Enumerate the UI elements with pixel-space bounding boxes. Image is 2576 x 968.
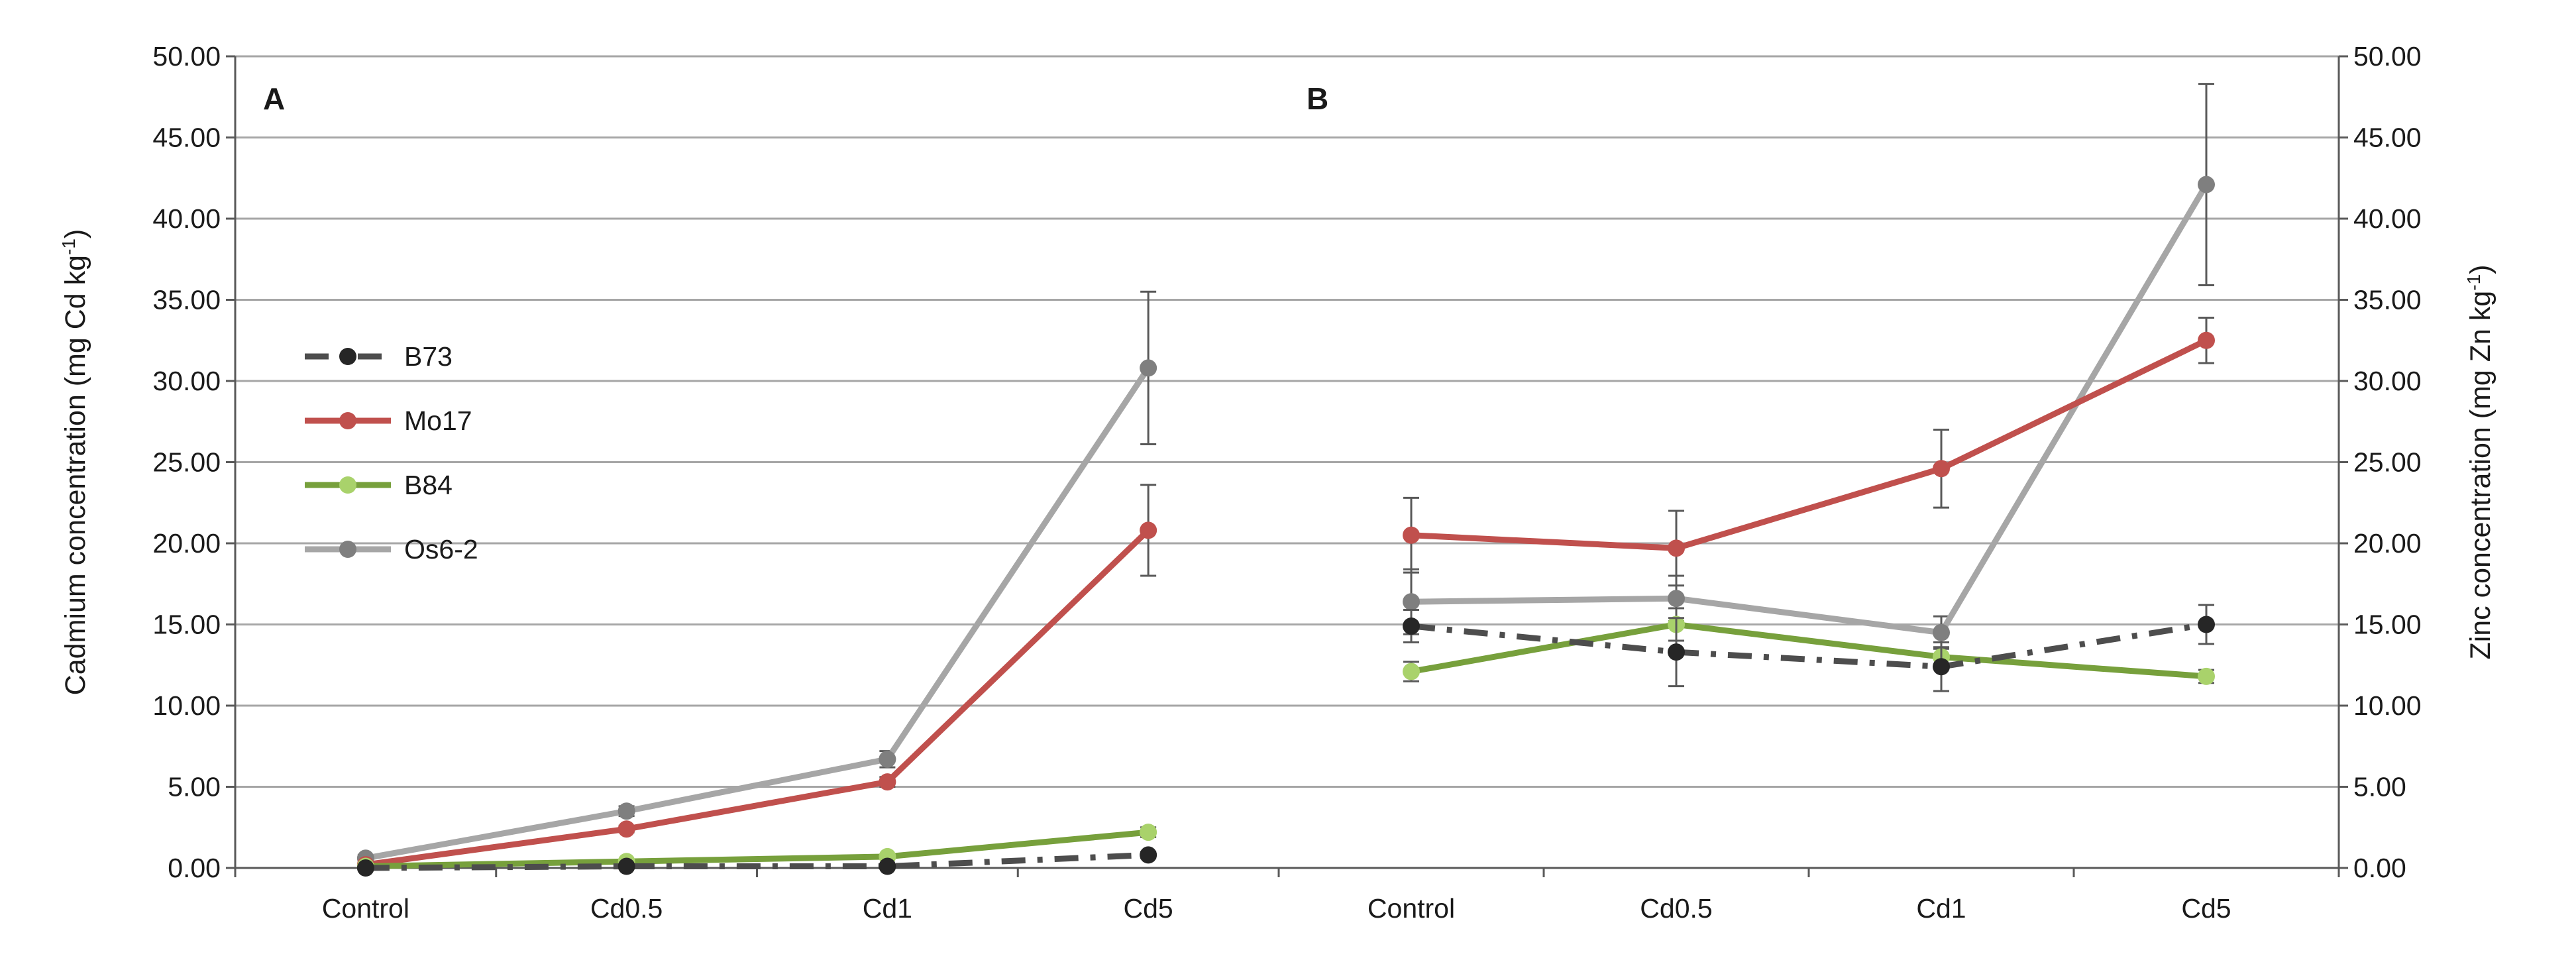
y-tick-label: 35.00 [2353, 285, 2422, 315]
series-b73 [356, 846, 1157, 877]
data-point [1668, 590, 1685, 608]
panel-label: B [1307, 81, 1328, 116]
data-point [1668, 643, 1685, 661]
data-point [879, 750, 896, 768]
series-os6-2 [1403, 83, 2215, 650]
y-tick-label: 30.00 [152, 366, 221, 396]
y-tick-label: 45.00 [2353, 123, 2422, 153]
x-tick-label: Control [1368, 893, 1455, 924]
series-line [1411, 621, 2207, 680]
legend-label: Mo17 [404, 405, 472, 436]
data-point [1403, 526, 1420, 544]
y-tick-label: 45.00 [152, 123, 221, 153]
y-tick-label: 20.00 [152, 528, 221, 559]
data-point [1933, 658, 1950, 676]
data-point [1933, 623, 1950, 641]
data-point [617, 802, 635, 820]
data-point [1140, 824, 1157, 841]
data-point [1668, 539, 1685, 557]
y-tick-label: 10.00 [152, 690, 221, 721]
series-line [365, 366, 1151, 861]
x-tick-label: Cd5 [1124, 893, 1173, 924]
axes-layer [226, 55, 2348, 877]
data-point [1933, 460, 1950, 478]
data-point [1140, 359, 1157, 377]
y-tick-label: 15.00 [2353, 610, 2422, 640]
y-tick-label: 20.00 [2353, 528, 2422, 559]
legend-marker [339, 476, 356, 494]
y-tick-label: 25.00 [2353, 447, 2422, 478]
legend-item-os6-2: Os6-2 [305, 534, 478, 565]
x-tick-label: Cd5 [2181, 893, 2231, 924]
y-tick-label: 0.00 [168, 853, 221, 883]
x-tick-label: Cd1 [1916, 893, 1966, 924]
data-point [879, 773, 896, 791]
series-line [365, 851, 1149, 871]
data-point [1140, 521, 1157, 539]
x-tick-label: Cd0.5 [1640, 893, 1712, 924]
series-os6-2 [356, 290, 1157, 867]
legend-marker [339, 541, 356, 558]
series-line [365, 829, 1149, 870]
legend-item-mo17: Mo17 [305, 405, 472, 436]
data-point [2198, 616, 2215, 633]
legend-label: Os6-2 [404, 534, 478, 565]
data-point [1403, 663, 1420, 680]
y-tick-label: 30.00 [2353, 366, 2422, 396]
data-point [356, 859, 374, 877]
y-tick-label: 5.00 [168, 772, 221, 802]
y-tick-label: 40.00 [152, 203, 221, 234]
y-tick-label: 5.00 [2353, 772, 2406, 802]
label-layer: 0.00 5.00 10.00 15.00 20.00 25.00 30.00 35.00 40… [58, 41, 2497, 924]
x-tick-label: Cd1 [863, 893, 912, 924]
data-point [2198, 176, 2215, 193]
y-tick-label: 40.00 [2353, 203, 2422, 234]
series-line [1411, 337, 2208, 551]
legend-layer: B73 Mo17 B84 Os6-2 [305, 341, 478, 565]
y-tick-label: 10.00 [2353, 690, 2422, 721]
series-line [365, 528, 1151, 868]
data-point [2198, 667, 2215, 685]
data-point [1403, 617, 1420, 635]
series-b73 [1403, 604, 2215, 692]
series-line [1411, 621, 2207, 670]
y-tick-label: 0.00 [2353, 853, 2406, 883]
legend-marker [339, 412, 356, 429]
data-point [617, 820, 635, 838]
data-point [1140, 846, 1157, 864]
legend-label: B73 [404, 341, 453, 372]
series-mo17 [1403, 316, 2215, 587]
y-axis-title-left: Cadmium concentration (mg Cd kg-1) [58, 229, 92, 696]
y-tick-label: 15.00 [152, 610, 221, 640]
grid-layer [235, 55, 2339, 788]
legend-label: B84 [404, 470, 453, 500]
legend-marker [339, 348, 356, 365]
y-axis-title-right: Zinc concentration (mg Zn kg-1) [2463, 264, 2497, 659]
y-tick-label: 50.00 [152, 41, 221, 72]
series-layer [356, 83, 2215, 877]
data-point [879, 857, 896, 875]
x-tick-label: Control [322, 893, 409, 924]
data-point [2198, 331, 2215, 349]
series-line [1411, 183, 2209, 636]
data-point [1403, 593, 1420, 611]
legend-item-b84: B84 [305, 470, 453, 500]
data-point [617, 857, 635, 875]
x-tick-label: Cd0.5 [590, 893, 663, 924]
legend-item-b73: B73 [305, 341, 453, 372]
series-b84 [1403, 607, 2215, 685]
y-tick-label: 35.00 [152, 285, 221, 315]
panel-label: A [263, 81, 285, 116]
y-tick-label: 50.00 [2353, 41, 2422, 72]
y-tick-label: 25.00 [152, 447, 221, 478]
